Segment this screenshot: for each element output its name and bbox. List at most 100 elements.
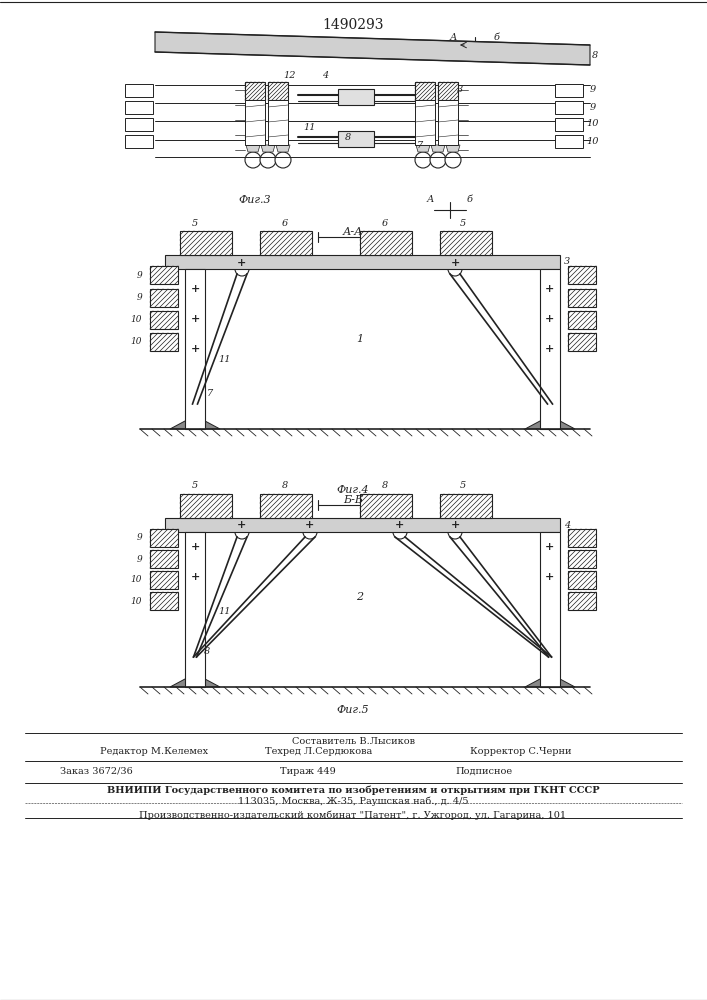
Text: 8: 8	[204, 648, 210, 656]
Bar	[268, 82, 288, 100]
Text: 8: 8	[382, 482, 388, 490]
Polygon shape	[170, 679, 220, 687]
Bar	[185, 532, 205, 687]
Text: +: +	[190, 572, 199, 582]
Text: А-А: А-А	[343, 227, 363, 237]
Text: 11: 11	[218, 355, 231, 363]
Text: 10: 10	[131, 316, 142, 324]
Text: 4: 4	[564, 520, 570, 530]
Bar	[150, 529, 178, 547]
Circle shape	[303, 525, 317, 539]
Text: 11: 11	[304, 123, 316, 132]
Bar	[568, 529, 596, 547]
Bar	[568, 266, 596, 284]
Text: 11: 11	[218, 607, 231, 616]
Text: 8: 8	[282, 482, 288, 490]
Bar	[568, 333, 596, 351]
Text: 3: 3	[564, 257, 570, 266]
Bar	[260, 231, 312, 255]
Bar	[150, 592, 178, 610]
Bar	[540, 269, 560, 429]
Text: 1490293: 1490293	[322, 18, 384, 32]
Text: +: +	[305, 520, 315, 530]
Text: Фиг.5: Фиг.5	[337, 705, 369, 715]
Bar	[125, 101, 153, 114]
Circle shape	[393, 525, 407, 539]
Circle shape	[448, 525, 462, 539]
Text: +: +	[545, 542, 555, 552]
Polygon shape	[170, 421, 220, 429]
Text: +: +	[238, 256, 247, 267]
Bar	[568, 550, 596, 568]
Text: 9: 9	[136, 554, 142, 564]
Text: А: А	[426, 196, 433, 205]
Bar	[438, 82, 458, 100]
Polygon shape	[246, 145, 260, 152]
Bar	[540, 532, 560, 687]
Text: +: +	[190, 284, 199, 294]
Bar	[125, 84, 153, 97]
Text: +: +	[545, 572, 555, 582]
Text: 6: 6	[282, 219, 288, 228]
Text: Подписное: Подписное	[455, 766, 512, 776]
Bar	[165, 518, 560, 532]
Text: б: б	[467, 196, 473, 205]
Bar	[568, 266, 596, 284]
Bar	[180, 231, 232, 255]
Text: +: +	[450, 520, 460, 530]
Text: 2: 2	[356, 592, 363, 602]
Bar	[568, 289, 596, 307]
Bar	[438, 82, 458, 100]
Circle shape	[430, 152, 446, 168]
Bar	[568, 571, 596, 589]
Bar	[440, 231, 492, 255]
Text: 10: 10	[131, 338, 142, 347]
Text: Редактор М.Келемех: Редактор М.Келемех	[100, 746, 208, 756]
Circle shape	[415, 152, 431, 168]
Bar	[150, 333, 178, 351]
Text: Тираж 449: Тираж 449	[280, 766, 336, 776]
Text: +: +	[190, 314, 199, 324]
Text: 9: 9	[136, 270, 142, 279]
Text: 10: 10	[131, 576, 142, 584]
Circle shape	[275, 152, 291, 168]
Text: +: +	[545, 284, 555, 294]
Bar	[150, 529, 178, 547]
Bar	[125, 118, 153, 131]
Polygon shape	[446, 145, 460, 152]
Bar	[568, 311, 596, 329]
Polygon shape	[261, 145, 275, 152]
Bar	[568, 550, 596, 568]
Bar	[150, 289, 178, 307]
Circle shape	[448, 262, 462, 276]
Bar	[150, 333, 178, 351]
Text: Заказ 3672/36: Заказ 3672/36	[60, 766, 133, 776]
Text: 9: 9	[136, 294, 142, 302]
Bar	[150, 311, 178, 329]
Bar	[245, 82, 265, 100]
Bar	[338, 131, 374, 147]
Text: 7: 7	[417, 140, 423, 149]
Bar	[438, 100, 458, 145]
Bar	[360, 494, 412, 518]
Bar	[568, 592, 596, 610]
Text: 5: 5	[460, 482, 466, 490]
Text: 5: 5	[192, 219, 198, 228]
Text: 1: 1	[356, 334, 363, 344]
Bar	[150, 266, 178, 284]
Polygon shape	[416, 145, 430, 152]
Bar	[150, 571, 178, 589]
Bar	[268, 82, 288, 100]
Bar	[568, 592, 596, 610]
Bar	[360, 231, 412, 255]
Text: Составитель В.Лысиков: Составитель В.Лысиков	[291, 736, 414, 746]
Bar	[555, 135, 583, 148]
Bar	[555, 84, 583, 97]
Text: 9: 9	[590, 86, 596, 95]
Text: 9: 9	[136, 534, 142, 542]
Text: 10: 10	[587, 136, 600, 145]
Bar	[260, 494, 312, 518]
Text: +: +	[450, 256, 460, 267]
Bar	[360, 231, 412, 255]
Bar	[555, 101, 583, 114]
